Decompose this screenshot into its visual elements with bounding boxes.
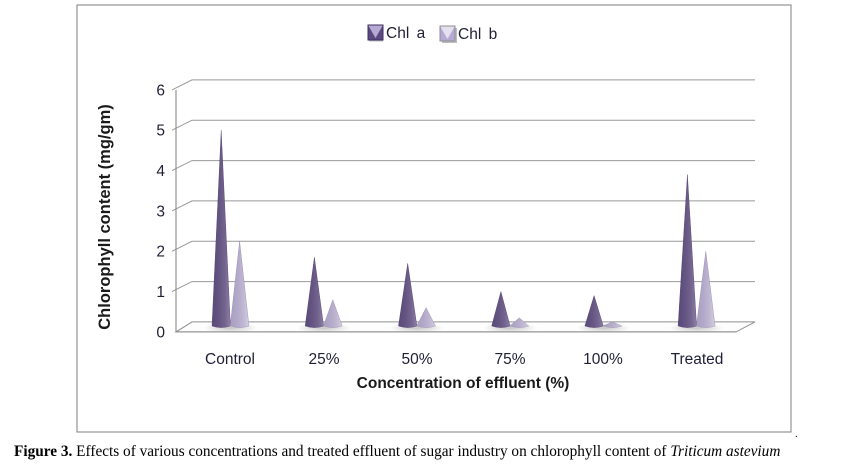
svg-text:Treated: Treated — [671, 351, 724, 368]
svg-text:Chlorophyll content (mg/gm): Chlorophyll content (mg/gm) — [96, 104, 114, 329]
svg-text:0: 0 — [156, 324, 165, 341]
svg-text:Chl a: Chl a — [386, 25, 426, 42]
svg-text:Control: Control — [205, 351, 255, 368]
svg-text:2: 2 — [156, 244, 165, 261]
svg-text:Concentration of effluent (%): Concentration of effluent (%) — [357, 375, 570, 392]
svg-text:Chl b: Chl b — [458, 26, 497, 43]
svg-text:50%: 50% — [401, 351, 432, 368]
svg-text:75%: 75% — [494, 351, 525, 368]
svg-text:.: . — [795, 428, 798, 440]
svg-text:4: 4 — [156, 163, 165, 180]
svg-text:25%: 25% — [308, 351, 339, 368]
svg-text:Figure 3. Effects of various c: Figure 3. Effects of various concentrati… — [14, 443, 780, 460]
svg-text:6: 6 — [156, 82, 165, 99]
svg-text:5: 5 — [156, 123, 165, 140]
svg-text:3: 3 — [156, 203, 165, 220]
svg-text:100%: 100% — [583, 351, 623, 368]
svg-text:1: 1 — [156, 284, 165, 301]
